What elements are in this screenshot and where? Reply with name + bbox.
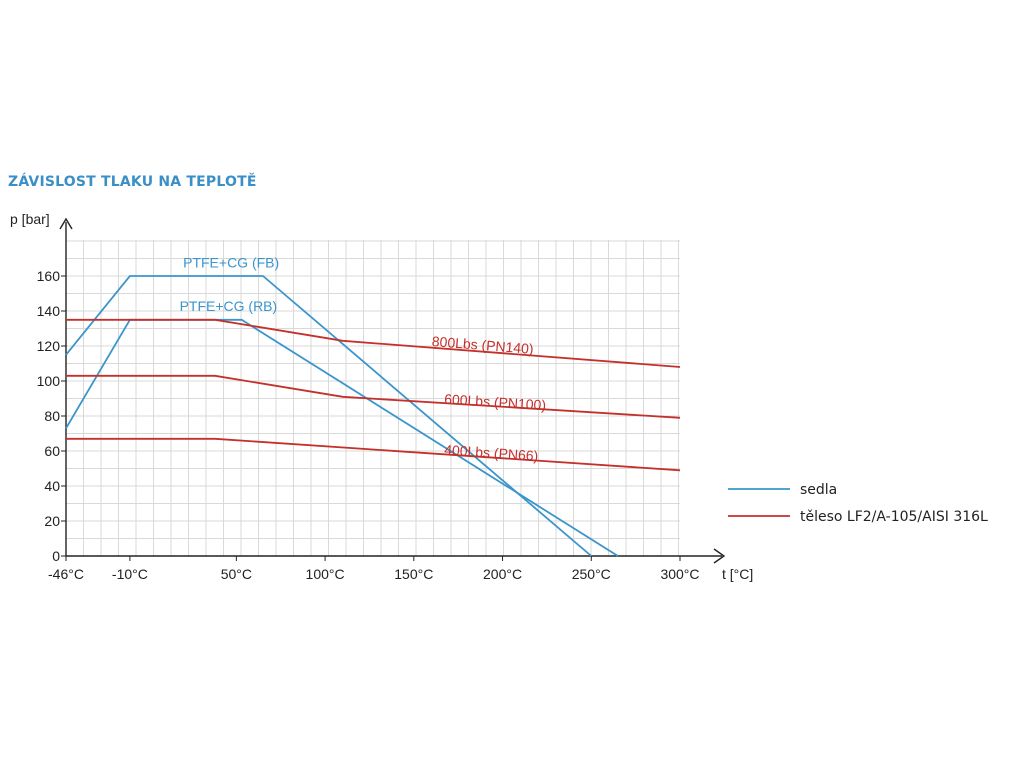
y-tick-label: 0 [52,548,60,564]
y-axis-arrow-icon [59,217,73,230]
series-label: PTFE+CG (RB) [180,298,278,314]
y-tick-label: 140 [37,303,61,319]
series-label: 400Lbs (PN66) [444,442,539,464]
y-tick-label: 100 [37,373,61,389]
legend-label: těleso LF2/A-105/AISI 316L [800,509,988,525]
legend: sedla těleso LF2/A-105/AISI 316L [728,482,988,525]
x-tick-label: 100°C [306,566,345,582]
series-label: 600Lbs (PN100) [444,391,547,413]
x-tick-label: 200°C [483,566,522,582]
y-tick-label: 60 [44,443,60,459]
x-tick-label: 300°C [660,566,699,582]
series-line [66,318,681,368]
y-tick-label: 80 [44,408,60,424]
series-label: 800Lbs (PN140) [431,333,534,357]
x-tick-label: 150°C [394,566,433,582]
series-line [66,374,681,419]
x-tick-label: -10°C [112,566,148,582]
series-label: PTFE+CG (FB) [183,254,279,270]
series-line [65,275,592,557]
page-title: ZÁVISLOST TLAKU NA TEPLOTĚ [8,174,257,190]
x-tick-label: 50°C [221,566,252,582]
series-labels: PTFE+CG (FB) PTFE+CG (RB) 800Lbs (PN140) 60… [180,254,547,464]
legend-label: sedla [800,482,837,498]
axes: -46°C -10°C 50°C 100°C 150°C 200°C 250°C 300°C 0… [10,211,753,582]
series-line [66,437,681,472]
y-tick-label: 160 [37,268,61,284]
y-tick-label: 40 [44,478,60,494]
x-axis-arrow-icon [713,548,726,564]
x-axis-title: t [°C] [722,566,753,582]
series-lines [65,275,681,557]
y-tick-label: 120 [37,338,61,354]
y-axis-title: p [bar] [10,211,50,227]
x-tick-label: -46°C [48,566,84,582]
y-tick-label: 20 [44,513,60,529]
x-tick-label: 250°C [572,566,611,582]
